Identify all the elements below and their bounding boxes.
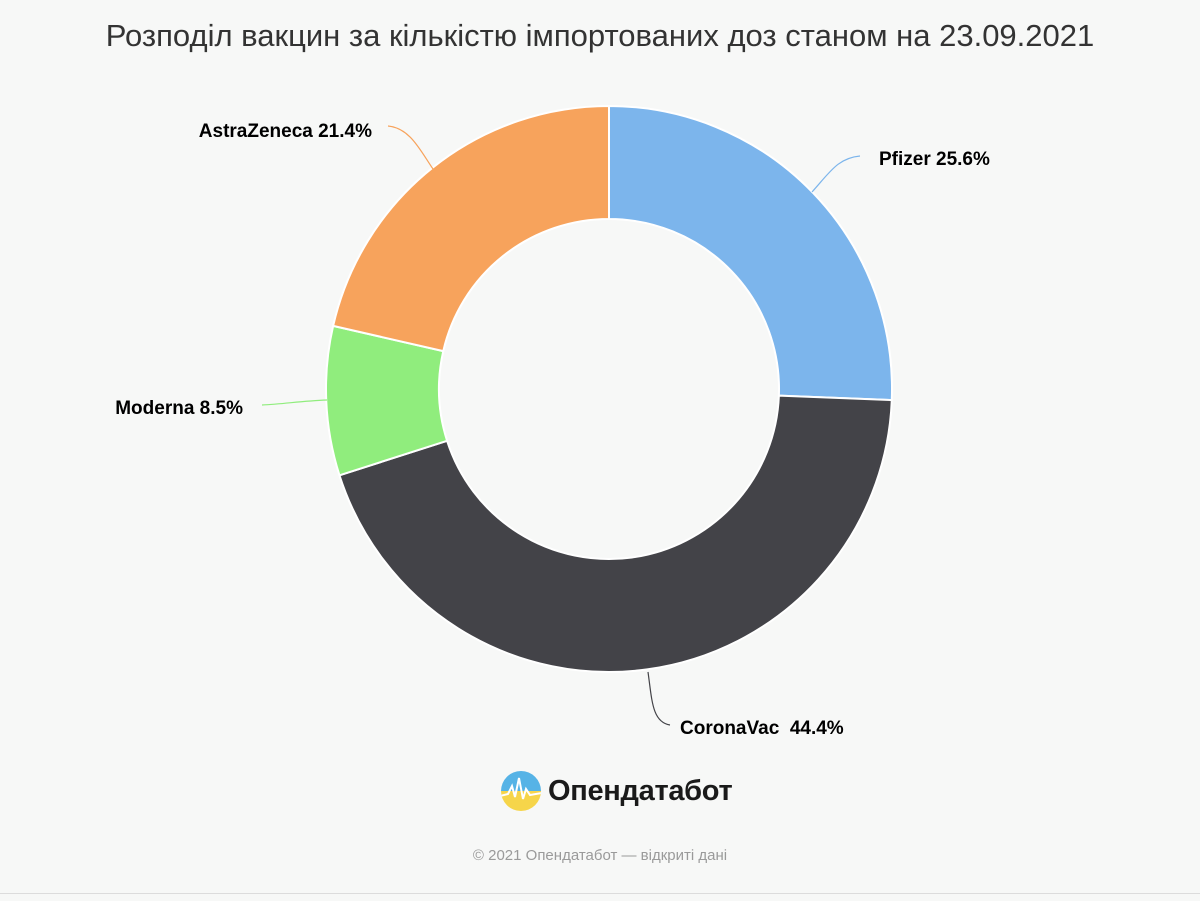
label-moderna: Moderna 8.5% [115, 398, 243, 419]
slice-astrazeneca[interactable] [332, 105, 610, 353]
slice-coronavac[interactable] [338, 394, 893, 673]
opendatabot-logo[interactable]: Опендатабот [500, 768, 733, 814]
slice-labels: Pfizer 25.6% CoronaVac 44.4% Moderna 8.5% A… [115, 121, 990, 739]
donut-slices [325, 105, 893, 673]
label-astrazeneca: AstraZeneca 21.4% [199, 121, 372, 142]
brand-name: Опендатабот [548, 774, 733, 807]
bottom-divider [0, 893, 1200, 894]
label-leaders [261, 125, 861, 726]
slice-pfizer[interactable] [608, 105, 893, 402]
label-coronavac: CoronaVac 44.4% [680, 718, 844, 739]
leader-moderna [261, 399, 328, 406]
leader-astrazeneca [387, 125, 434, 170]
label-pfizer: Pfizer 25.6% [879, 149, 990, 170]
footer-copyright: © 2021 Опендатабот — відкриті дані [472, 847, 728, 864]
opendatabot-logo-icon [501, 771, 541, 811]
leader-pfizer [811, 155, 861, 193]
leader-coronavac [647, 671, 671, 726]
chart-title: Розподіл вакцин за кількістю імпортовани… [105, 18, 1095, 53]
